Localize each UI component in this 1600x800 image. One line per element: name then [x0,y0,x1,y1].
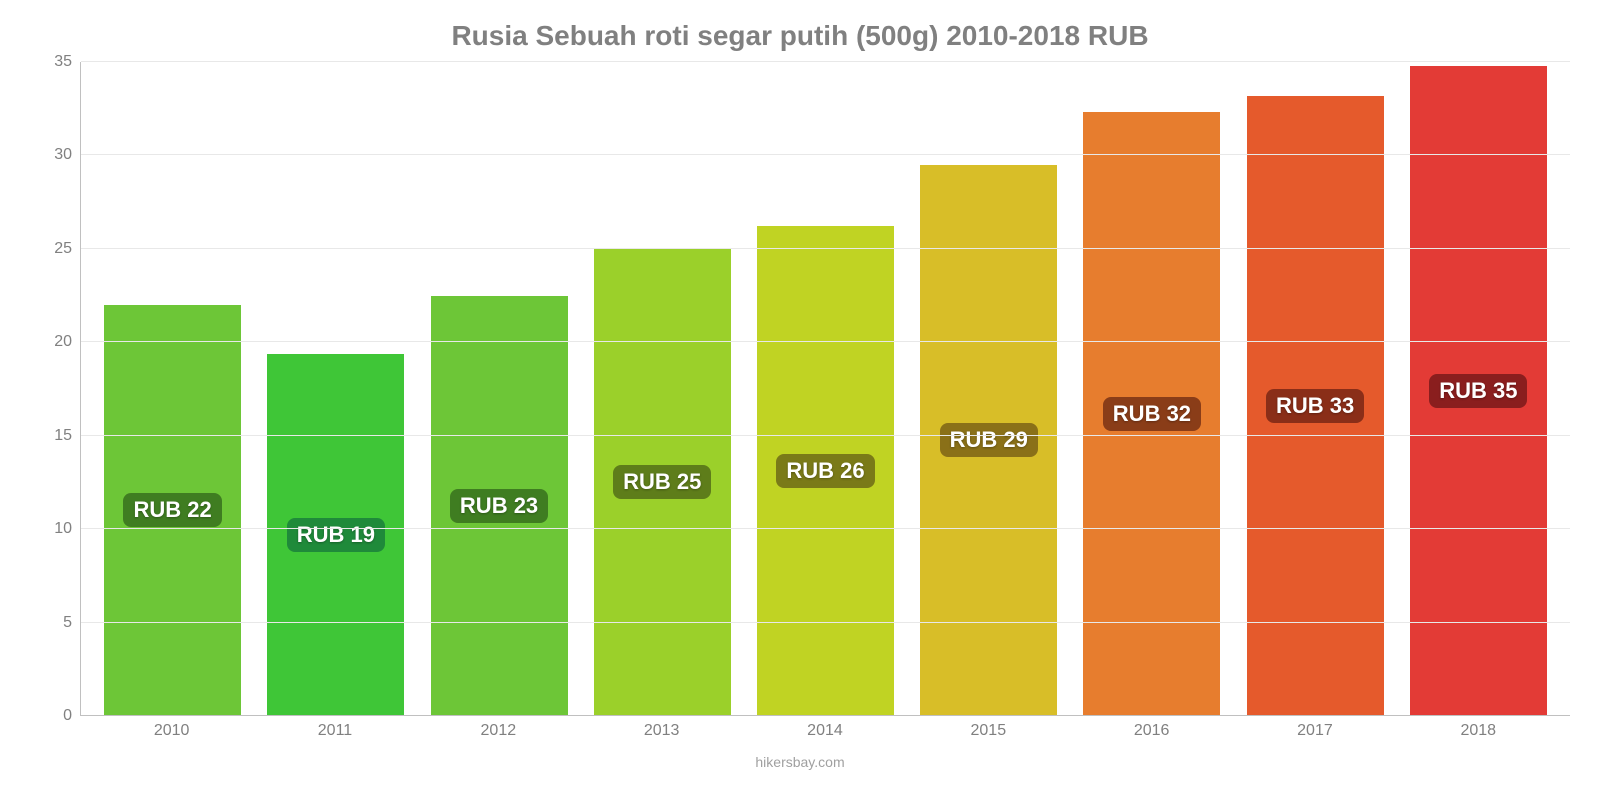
bar-slot: RUB 29 [907,62,1070,716]
bar: RUB 25 [594,249,731,716]
gridline [81,248,1570,249]
x-tick-label: 2017 [1233,716,1396,756]
bar-value-label: RUB 29 [940,423,1038,457]
gridline [81,154,1570,155]
gridline [81,528,1570,529]
x-tick-label: 2013 [580,716,743,756]
bar-value-label: RUB 32 [1103,397,1201,431]
x-axis: 201020112012201320142015201620172018 [30,716,1570,756]
y-axis: 05101520253035 [30,62,80,716]
bars-container: RUB 22 RUB 19 RUB 23 RUB 25 RUB 26 RUB 29 RUB … [81,62,1570,716]
gridline [81,435,1570,436]
bar: RUB 19 [267,354,404,717]
gridline [81,622,1570,623]
gridline [81,341,1570,342]
y-tick-label: 5 [63,614,72,632]
x-tick-label: 2016 [1070,716,1233,756]
bar: RUB 22 [104,305,241,716]
x-labels: 201020112012201320142015201620172018 [80,716,1570,756]
gridline [81,61,1570,62]
x-tick-label: 2015 [907,716,1070,756]
y-tick-label: 0 [63,707,72,725]
chart-title: Rusia Sebuah roti segar putih (500g) 201… [30,20,1570,52]
x-tick-label: 2012 [417,716,580,756]
x-tick-label: 2011 [253,716,416,756]
bar-slot: RUB 25 [581,62,744,716]
bars-region: RUB 22 RUB 19 RUB 23 RUB 25 RUB 26 RUB 29 RUB … [80,62,1570,716]
bar-value-label: RUB 22 [123,493,221,527]
bar-value-label: RUB 23 [450,489,548,523]
y-tick-label: 15 [54,427,72,445]
bar: RUB 33 [1247,96,1384,716]
bar-value-label: RUB 33 [1266,389,1364,423]
y-tick-label: 10 [54,520,72,538]
x-tick-label: 2014 [743,716,906,756]
bar-slot: RUB 22 [91,62,254,716]
bar-slot: RUB 26 [744,62,907,716]
x-tick-label: 2010 [90,716,253,756]
bar-value-label: RUB 25 [613,465,711,499]
bar: RUB 35 [1410,66,1547,716]
y-tick-label: 35 [54,53,72,71]
bar-slot: RUB 23 [417,62,580,716]
y-tick-label: 20 [54,333,72,351]
bar-slot: RUB 32 [1070,62,1233,716]
baseline [81,715,1570,716]
attribution: hikersbay.com [30,754,1570,770]
bar: RUB 23 [431,296,568,716]
bar-value-label: RUB 35 [1429,374,1527,408]
bar-chart: Rusia Sebuah roti segar putih (500g) 201… [0,0,1600,800]
x-tick-label: 2018 [1397,716,1560,756]
bar: RUB 26 [757,226,894,716]
y-tick-label: 25 [54,240,72,258]
bar-slot: RUB 33 [1234,62,1397,716]
bar-value-label: RUB 19 [287,518,385,552]
bar-value-label: RUB 26 [776,454,874,488]
bar-slot: RUB 35 [1397,62,1560,716]
bar: RUB 32 [1083,112,1220,716]
bar-slot: RUB 19 [254,62,417,716]
plot-area: 05101520253035 RUB 22RUB 19RUB 23RUB 25R… [30,62,1570,716]
y-tick-label: 30 [54,146,72,164]
